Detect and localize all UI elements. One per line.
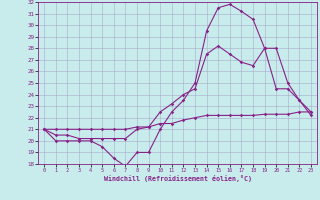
X-axis label: Windchill (Refroidissement éolien,°C): Windchill (Refroidissement éolien,°C) <box>104 175 252 182</box>
